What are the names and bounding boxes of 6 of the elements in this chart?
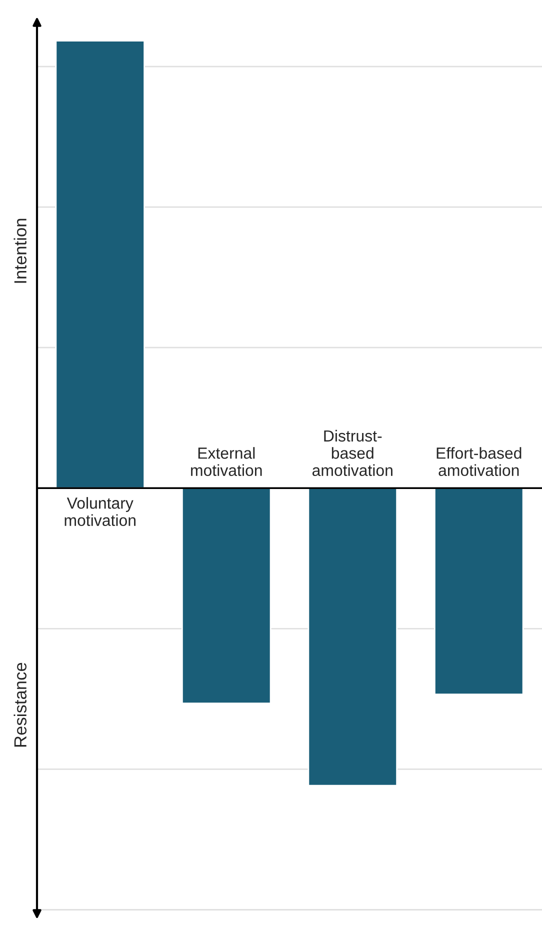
x-tick-label: Effort-based amotivation	[436, 447, 522, 476]
y-axis-title: Intention	[14, 218, 27, 283]
x-tick-label: External motivation	[191, 447, 262, 476]
text: Resistance	[14, 662, 27, 747]
x-tick-label: Voluntary motivation	[64, 497, 136, 526]
x-tick-label: Distrust- based amotivation	[312, 430, 392, 476]
